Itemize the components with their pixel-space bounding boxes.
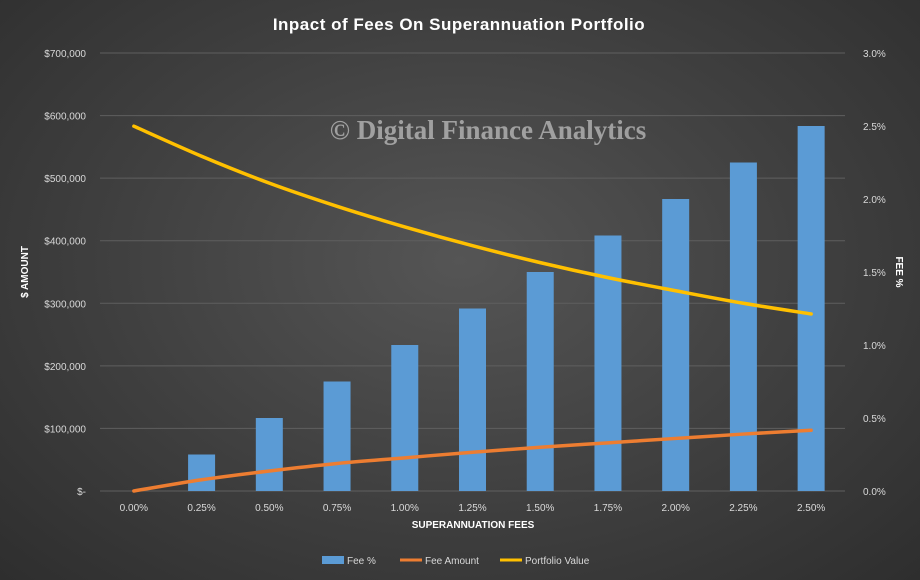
- fee-percent-bar: [729, 162, 757, 491]
- fee-percent-bar: [594, 235, 622, 491]
- y2-tick-label: 2.5%: [863, 122, 886, 133]
- y-tick-label: $700,000: [44, 49, 86, 60]
- legend-label-fee-amount: Fee Amount: [425, 556, 479, 567]
- x-tick-label: 1.00%: [391, 503, 419, 514]
- y2-tick-label: 1.5%: [863, 268, 886, 279]
- watermark: © Digital Finance Analytics: [330, 115, 646, 145]
- y-tick-label: $400,000: [44, 237, 86, 248]
- x-tick-label: 2.50%: [797, 503, 825, 514]
- y2-tick-label: 0.0%: [863, 487, 886, 498]
- chart-title: Inpact of Fees On Superannuation Portfol…: [273, 15, 645, 34]
- fee-amount-line: [132, 428, 813, 493]
- y-axis-title: $ AMOUNT: [20, 246, 31, 298]
- x-tick-label: 0.50%: [255, 503, 283, 514]
- y2-tick-label: 2.0%: [863, 195, 886, 206]
- fee-percent-bar: [662, 199, 690, 491]
- fee-percent-bar: [323, 381, 351, 491]
- x-tick-label: 1.25%: [458, 503, 486, 514]
- x-tick-label: 2.00%: [662, 503, 690, 514]
- y2-tick-label: 3.0%: [863, 49, 886, 60]
- y-tick-label: $200,000: [44, 362, 86, 373]
- legend-swatch-fee-: [322, 556, 344, 564]
- portfolio-value-line: [132, 124, 813, 316]
- y-tick-label: $100,000: [44, 424, 86, 435]
- fee-percent-bar: [526, 272, 554, 491]
- legend-label-portfolio-value: Portfolio Value: [525, 556, 590, 567]
- legend: Fee % Fee Amount Portfolio Value: [322, 556, 590, 567]
- legend-label-fee-: Fee %: [347, 556, 376, 567]
- x-tick-label: 0.75%: [323, 503, 351, 514]
- x-tick-label: 1.75%: [594, 503, 622, 514]
- y2-tick-label: 1.0%: [863, 341, 886, 352]
- y-tick-label: $600,000: [44, 112, 86, 123]
- y-tick-label: $300,000: [44, 299, 86, 310]
- x-axis-title: SUPERANNUATION FEES: [412, 520, 535, 531]
- y-tick-label: $-: [77, 487, 86, 498]
- line-series: [132, 124, 813, 493]
- y-tick-label: $500,000: [44, 174, 86, 185]
- x-tick-label: 2.25%: [729, 503, 757, 514]
- y2-axis-title: FEE %: [893, 256, 904, 287]
- x-tick-label: 1.50%: [526, 503, 554, 514]
- bar-series-fee-percent: [188, 126, 825, 491]
- fee-percent-bar: [188, 454, 216, 491]
- fee-percent-bar: [255, 418, 283, 491]
- fee-percent-bar: [797, 126, 825, 491]
- fee-percent-bar: [459, 308, 486, 491]
- x-tick-label: 0.00%: [120, 503, 148, 514]
- x-tick-label: 0.25%: [187, 503, 215, 514]
- fee-percent-bar: [391, 345, 419, 491]
- y2-tick-label: 0.5%: [863, 414, 886, 425]
- axis-ticks: $- $100,000 $200,000 $300,000 $400,000 $500,0…: [44, 49, 886, 514]
